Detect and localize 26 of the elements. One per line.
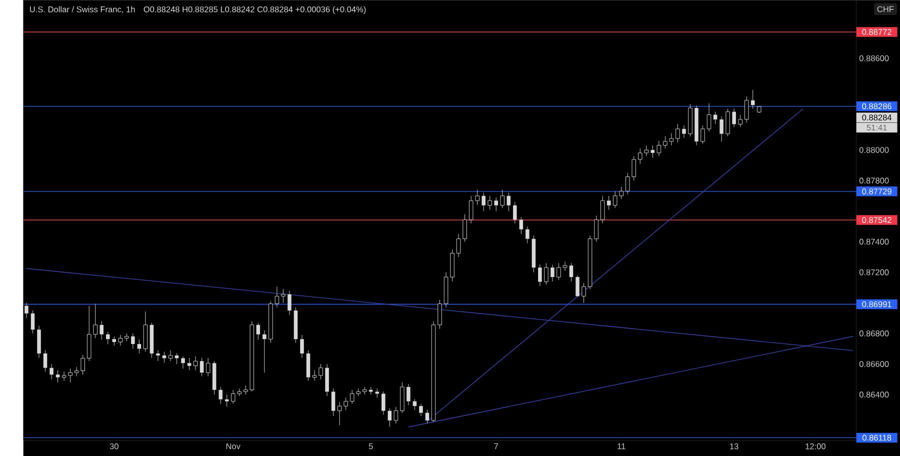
ref-line-label: 0.88772 — [862, 29, 892, 35]
text: O0.88248 H0.88285 L0.88242 C0.88284 +0.00036 (+0.04%) — [144, 6, 366, 14]
ref-line-label: 0.86118 — [862, 434, 892, 441]
x-tick-label: 7 — [494, 443, 498, 450]
x-tick-label: 11 — [618, 443, 626, 450]
text: 0.88284 — [862, 114, 892, 120]
x-tick-label: 5 — [368, 443, 373, 450]
ref-line-label: 0.88286 — [862, 103, 892, 110]
x-tick-label: Nov — [226, 443, 240, 450]
x-tick-label: 13 — [730, 443, 738, 450]
x-tick-label: 12:00 — [806, 443, 826, 450]
text: 51:41 — [866, 124, 887, 130]
ref-line-label: 0.87729 — [862, 188, 892, 194]
y-tick-label: 0.88000 — [859, 147, 889, 153]
y-tick-label: 0.86800 — [859, 330, 889, 336]
y-tick-label: 0.87800 — [859, 178, 889, 184]
ref-line-label: 0.87542 — [862, 217, 892, 223]
x-tick-label: 30 — [110, 443, 118, 450]
y-tick-label: 0.88600 — [859, 55, 889, 62]
ref-line-label: 0.86991 — [862, 301, 892, 308]
y-tick-label: 0.86400 — [859, 392, 889, 398]
text: U.S. Dollar / Swiss Franc, 1h — [30, 6, 135, 14]
y-axis-title: CHF — [877, 6, 894, 12]
y-tick-label: 0.86600 — [859, 361, 889, 367]
y-tick-label: 0.87200 — [859, 269, 889, 276]
y-tick-label: 0.87400 — [859, 238, 889, 245]
